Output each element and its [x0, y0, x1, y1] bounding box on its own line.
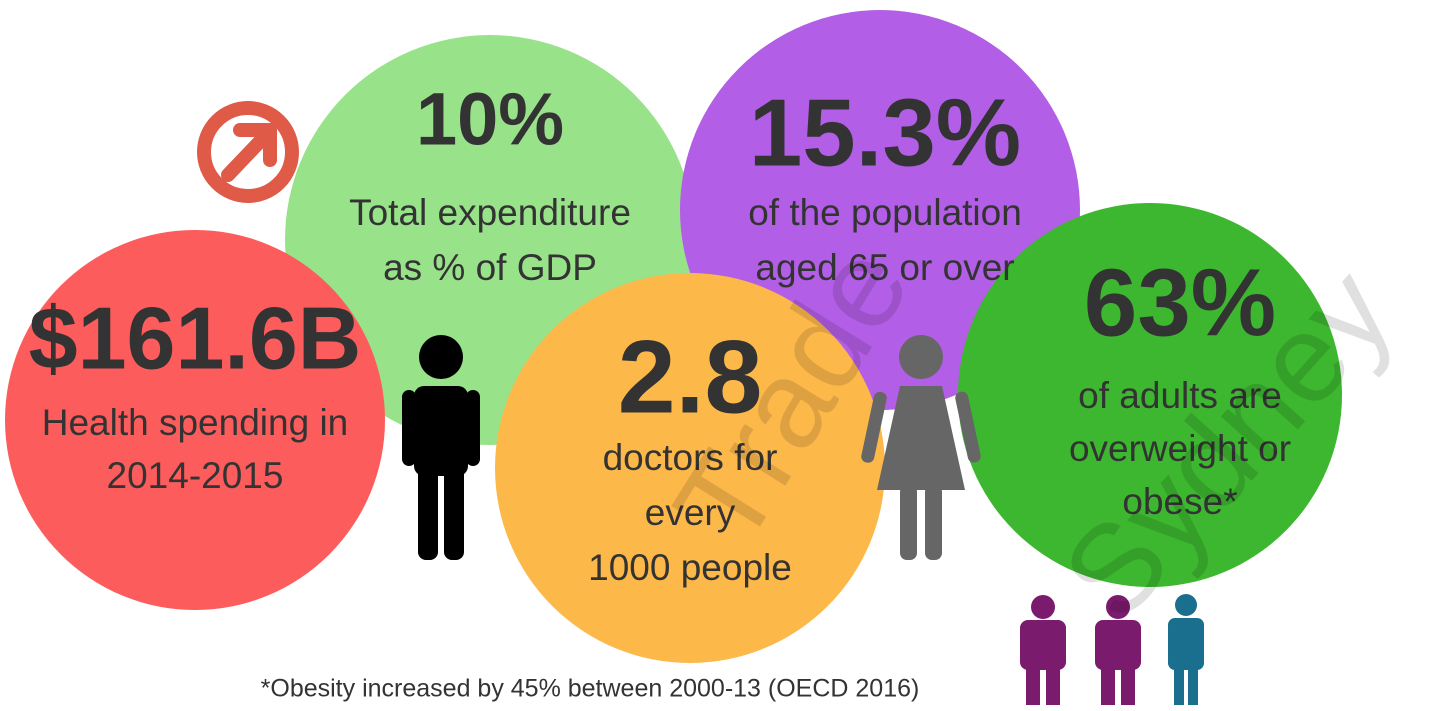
stat-description: 1000 people [588, 547, 792, 588]
circle-spending [5, 230, 385, 610]
man-icon [402, 335, 480, 560]
stat-value: $161.6B [29, 288, 362, 387]
stat-description: 2014-2015 [107, 455, 284, 496]
stat-description: aged 65 or over [755, 247, 1014, 288]
stat-value: 63% [1084, 249, 1276, 356]
circle-doctors [495, 273, 885, 663]
arrow-icon [197, 101, 299, 203]
footnote: *Obesity increased by 45% between 2000-1… [261, 675, 920, 703]
stat-value: 2.8 [618, 319, 763, 435]
circle-obesity [958, 203, 1342, 587]
stat-value: 10% [416, 78, 564, 161]
stat-description: of adults are [1078, 375, 1282, 416]
woman-icon [861, 335, 981, 560]
stat-description: of the population [748, 192, 1022, 233]
stat-description: Health spending in [42, 402, 349, 443]
people-icons [1020, 594, 1204, 705]
stat-description: as % of GDP [383, 247, 597, 288]
stat-description: every [645, 492, 736, 533]
stat-description: overweight or [1069, 428, 1291, 469]
stat-value: 15.3% [749, 79, 1021, 186]
stat-description: Total expenditure [349, 192, 631, 233]
stat-description: doctors for [603, 437, 778, 478]
stat-description: obese* [1122, 481, 1237, 522]
